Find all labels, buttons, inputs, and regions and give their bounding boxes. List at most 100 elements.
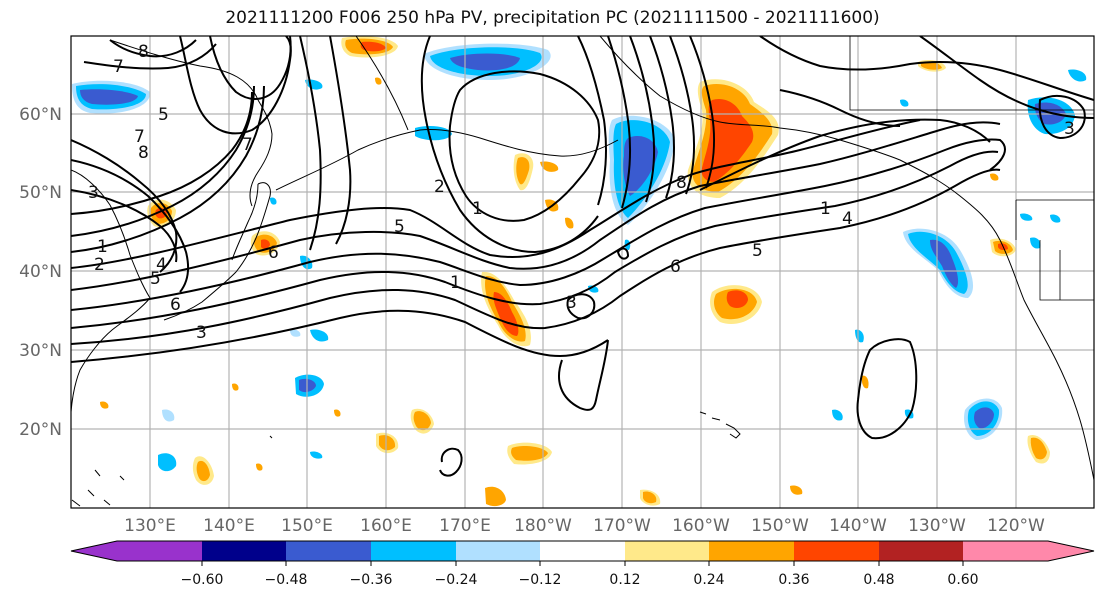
pv-label: 8 bbox=[138, 42, 149, 62]
lon-label: 180°W bbox=[514, 516, 572, 536]
pv-labels: 8 7 5 7 8 3 1 2 4 5 6 3 7 6 5 2 1 1 3 6 bbox=[88, 42, 1075, 343]
pv-contour bbox=[71, 309, 609, 411]
pv-contour bbox=[616, 247, 630, 260]
coast-western-na bbox=[999, 239, 1094, 481]
pv-label: 3 bbox=[196, 323, 207, 343]
coast-okhotsk bbox=[109, 39, 259, 101]
pv-contour bbox=[71, 159, 189, 293]
pv-label: 3 bbox=[566, 293, 577, 313]
longitude-labels: 130°E 140°E 150°E 160°E 170°E 180°W 170°… bbox=[124, 516, 1045, 536]
coast-kamchatka bbox=[249, 99, 273, 207]
pv-label: 3 bbox=[1064, 119, 1075, 139]
lon-label: 130°E bbox=[124, 516, 176, 536]
lon-label: 130°W bbox=[908, 516, 966, 536]
lat-label: 50°N bbox=[19, 183, 62, 203]
pv-contour bbox=[699, 118, 991, 191]
colorbar-swatch bbox=[879, 541, 963, 561]
lat-label: 60°N bbox=[19, 105, 62, 125]
lat-label: 30°N bbox=[19, 341, 62, 361]
pv-label: 6 bbox=[670, 257, 681, 277]
colorbar-tick-label: 0.24 bbox=[693, 572, 724, 588]
pv-contour bbox=[83, 43, 217, 70]
pv-label: 4 bbox=[156, 255, 167, 275]
pv-contour bbox=[71, 139, 178, 273]
colorbar-swatch bbox=[625, 541, 709, 561]
pv-contour bbox=[629, 36, 655, 203]
pv-label: 5 bbox=[158, 105, 169, 125]
pv-contour bbox=[71, 189, 178, 263]
pv-contours bbox=[71, 36, 1094, 477]
state-borders bbox=[849, 36, 1094, 301]
pv-contour bbox=[71, 91, 253, 215]
lon-label: 170°E bbox=[439, 516, 491, 536]
coast-aleutians bbox=[275, 129, 619, 191]
colorbar-swatch bbox=[202, 541, 286, 561]
pv-contour bbox=[779, 89, 901, 127]
colorbar-swatch bbox=[117, 541, 202, 561]
colorbar-tick-label: −0.24 bbox=[435, 572, 478, 588]
pv-label: 1 bbox=[472, 199, 483, 219]
pv-contour bbox=[1038, 94, 1086, 140]
map-frame bbox=[70, 35, 1095, 509]
colorbar-tick-label: −0.36 bbox=[350, 572, 393, 588]
pv-contour bbox=[607, 36, 631, 209]
pv-contour bbox=[299, 36, 322, 251]
pv-contour bbox=[856, 338, 918, 440]
pv-label: 5 bbox=[150, 269, 161, 289]
positive-anomaly-blob bbox=[710, 285, 762, 324]
pv-contour bbox=[439, 447, 463, 477]
lon-label: 170°W bbox=[593, 516, 651, 536]
positive-anomaly-blob bbox=[341, 36, 398, 58]
pv-label: 6 bbox=[170, 295, 181, 315]
pv-contour bbox=[669, 36, 695, 195]
pv-contour bbox=[71, 138, 1006, 311]
colorbar-tick-label: 0.60 bbox=[947, 572, 978, 588]
colorbar-swatch bbox=[456, 541, 540, 561]
hawaii-islands bbox=[699, 411, 741, 439]
negative-anomaly-blob bbox=[964, 398, 1003, 440]
colorbar-tick-label: −0.48 bbox=[265, 572, 308, 588]
pv-label: 4 bbox=[842, 209, 853, 229]
pv-contour bbox=[577, 36, 607, 206]
colorbar: −0.60 −0.48 −0.36 −0.24 −0.12 0.12 0.24 … bbox=[70, 540, 1095, 588]
colorbar-tick-label: 0.48 bbox=[863, 572, 894, 588]
colorbar-extend-low bbox=[71, 541, 117, 561]
map-panel: 8 7 5 7 8 3 1 2 4 5 6 3 7 6 5 2 1 1 3 6 bbox=[70, 35, 1095, 509]
pv-contour bbox=[759, 36, 1094, 101]
pv-contour bbox=[71, 121, 1001, 291]
pv-label: 7 bbox=[134, 127, 145, 147]
pv-label: 5 bbox=[394, 217, 405, 237]
colorbar-swatch bbox=[286, 541, 371, 561]
pv-contour bbox=[71, 85, 255, 237]
pv-label: 1 bbox=[450, 273, 461, 293]
pv-contour bbox=[649, 36, 675, 199]
lat-label: 40°N bbox=[19, 262, 62, 282]
lon-label: 140°E bbox=[203, 516, 255, 536]
coast-japan bbox=[163, 182, 271, 321]
colorbar-tick-label: 0.12 bbox=[609, 572, 640, 588]
pv-label: 1 bbox=[820, 199, 831, 219]
latitude-labels: 60°N 50°N 40°N 30°N 20°N bbox=[19, 105, 62, 440]
lon-label: 140°W bbox=[829, 516, 887, 536]
pv-contour bbox=[209, 36, 292, 100]
colorbar-tick-label: 0.36 bbox=[778, 572, 809, 588]
colorbar-swatch bbox=[709, 541, 794, 561]
pv-label: 1 bbox=[97, 237, 108, 257]
pv-label: 2 bbox=[434, 177, 445, 197]
colorbar-outline bbox=[70, 540, 1095, 562]
negative-anomaly-blob bbox=[72, 80, 151, 114]
lat-label: 20°N bbox=[19, 420, 62, 440]
pv-label: 5 bbox=[752, 241, 763, 261]
pv-contour bbox=[329, 36, 352, 245]
lon-label: 150°E bbox=[281, 516, 333, 536]
pv-contour bbox=[71, 119, 921, 269]
pv-label: 6 bbox=[268, 243, 279, 263]
colorbar-ticks bbox=[201, 561, 964, 566]
pv-label: 7 bbox=[242, 135, 253, 155]
colorbar-swatch bbox=[371, 541, 456, 561]
pv-label: 8 bbox=[138, 143, 149, 163]
lon-label: 160°W bbox=[672, 516, 730, 536]
pv-contour bbox=[420, 36, 599, 254]
pv-contour bbox=[448, 70, 601, 222]
pv-contour bbox=[566, 293, 596, 320]
